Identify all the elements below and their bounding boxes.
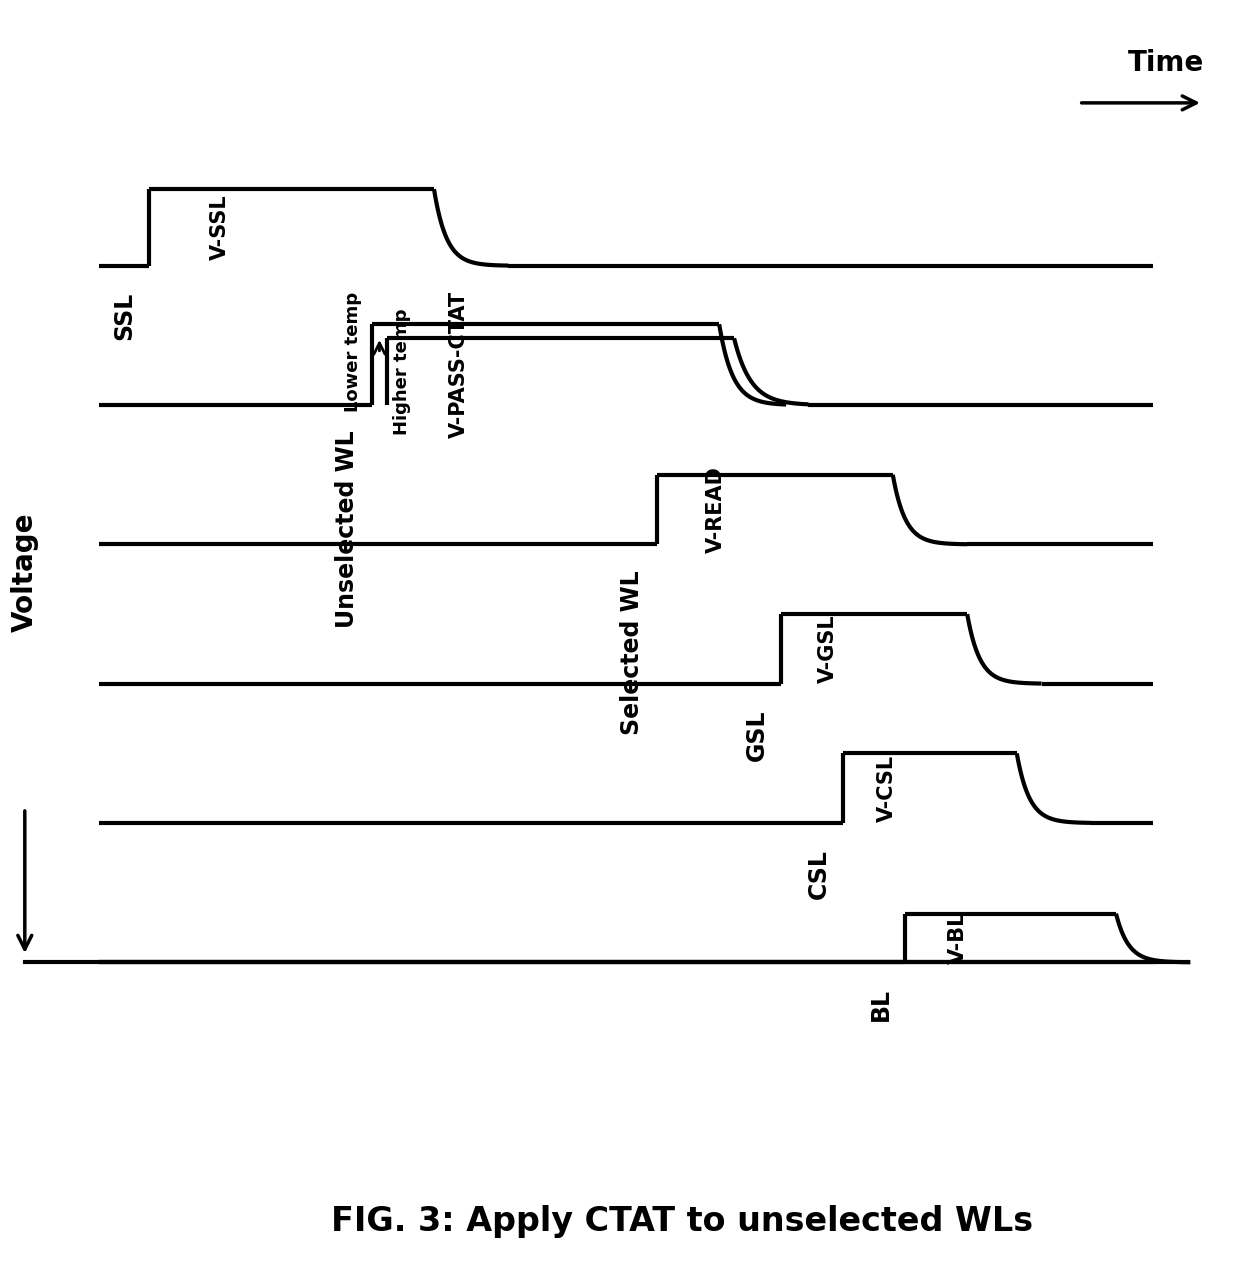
- Text: Lower temp: Lower temp: [345, 292, 362, 412]
- Text: V-BL: V-BL: [947, 912, 968, 964]
- Text: Higher temp: Higher temp: [393, 309, 410, 435]
- Text: Time: Time: [1127, 49, 1204, 77]
- Text: Selected WL: Selected WL: [620, 570, 645, 734]
- Text: Unselected WL: Unselected WL: [335, 431, 360, 629]
- Text: Voltage: Voltage: [11, 513, 38, 631]
- Text: GSL: GSL: [744, 710, 769, 761]
- Text: SSL: SSL: [112, 292, 136, 340]
- Text: V-PASS-CTAT: V-PASS-CTAT: [449, 291, 469, 439]
- Text: BL: BL: [868, 988, 893, 1021]
- Text: V-GSL: V-GSL: [817, 615, 838, 683]
- Text: V-READ: V-READ: [706, 466, 727, 553]
- Text: V-CSL: V-CSL: [877, 755, 897, 822]
- Text: CSL: CSL: [806, 849, 831, 899]
- Text: V-SSL: V-SSL: [210, 194, 231, 260]
- Text: FIG. 3: Apply CTAT to unselected WLs: FIG. 3: Apply CTAT to unselected WLs: [331, 1205, 1033, 1238]
